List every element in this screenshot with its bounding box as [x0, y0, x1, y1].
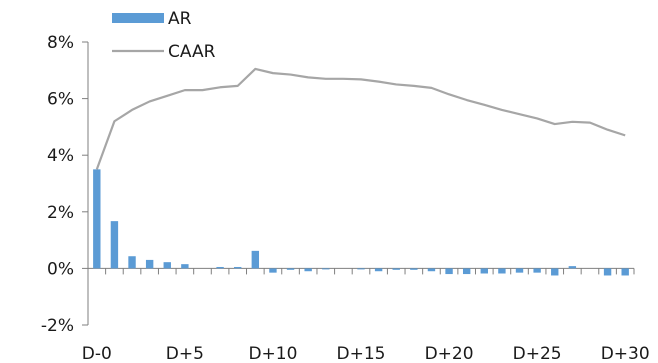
ar-bar — [304, 268, 312, 272]
ar-bar — [269, 268, 277, 273]
ar-bar — [498, 268, 506, 274]
legend-label-ar: AR — [168, 9, 192, 29]
y-tick-label: 4% — [47, 146, 74, 166]
x-tick-label: D+30 — [601, 344, 650, 363]
ar-bar — [322, 268, 330, 270]
ar-bar — [427, 268, 436, 272]
ar-bar — [374, 268, 383, 272]
x-tick-label: D+10 — [248, 344, 297, 363]
y-tick-label: 8% — [47, 33, 74, 53]
caar-line — [95, 67, 626, 170]
x-tick-label: D+5 — [166, 344, 204, 363]
legend-swatch-ar — [112, 13, 164, 23]
legend: AR CAAR — [112, 9, 216, 62]
axes-group: -2% 0% 2% 4% 6% 8% D-0 D+5 D+10 D+15 D+20 D+25 D+30 — [41, 33, 650, 363]
ar-bar — [181, 264, 189, 269]
ar-bar — [286, 268, 295, 270]
ar-bars-group — [93, 169, 629, 276]
ar-bar — [110, 221, 119, 269]
legend-label-caar: CAAR — [168, 42, 216, 62]
ar-bar — [515, 268, 524, 273]
y-tick-label: 6% — [47, 90, 74, 110]
ar-bar — [145, 259, 154, 269]
ar-bar — [163, 262, 171, 269]
y-tick-label: -2% — [41, 316, 74, 336]
ar-bar — [480, 268, 488, 274]
ar-bar — [533, 268, 541, 273]
ar-bar — [93, 169, 101, 269]
x-tick-label: D-0 — [82, 344, 112, 363]
ar-bar — [462, 268, 471, 275]
y-tick-label: 0% — [47, 259, 74, 279]
x-tick-label: D+25 — [513, 344, 562, 363]
ar-bar — [392, 268, 400, 270]
ar-bar — [234, 266, 242, 269]
ar-bar — [128, 256, 136, 269]
ar-bar — [410, 268, 418, 270]
ar-bar — [551, 268, 559, 276]
ar-bar — [603, 268, 612, 276]
caar-line-group — [95, 67, 626, 170]
x-tick-label: D+15 — [337, 344, 386, 363]
ar-bar — [251, 250, 260, 269]
x-tick-label: D+20 — [425, 344, 474, 363]
ar-bar — [621, 268, 629, 276]
ar-bar — [445, 268, 453, 275]
y-tick-label: 2% — [47, 203, 74, 223]
ar-bar — [357, 268, 365, 270]
ar-bar — [568, 266, 577, 269]
ar-bar — [216, 266, 224, 269]
